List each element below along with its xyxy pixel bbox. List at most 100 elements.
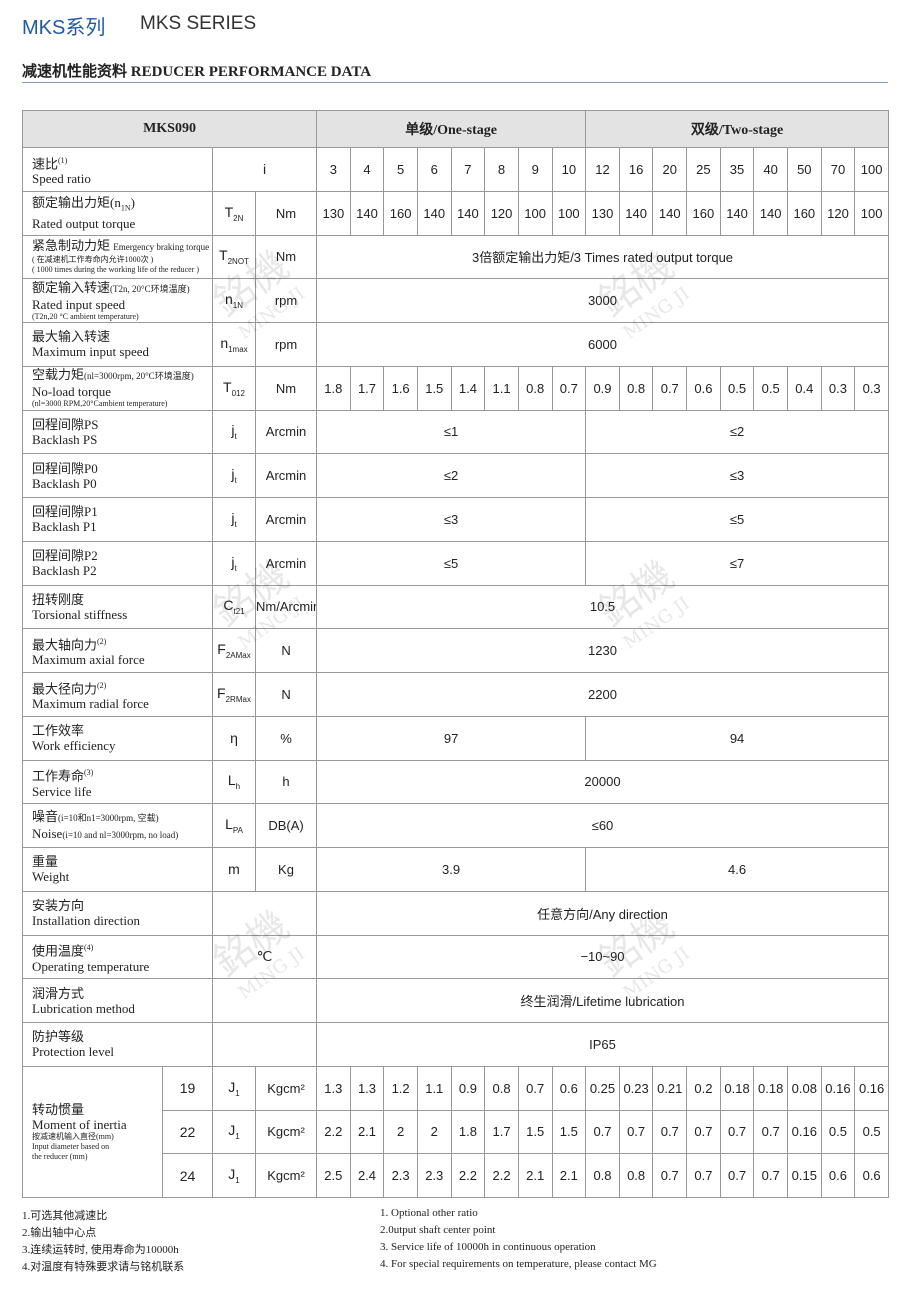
unit: N [254,628,318,673]
symbol: F2RMax [212,672,256,717]
value: ≤2 [316,453,587,498]
name-line: 额定输出力矩(n1N) [32,195,212,216]
unit: Nm/Arcmin [254,584,318,630]
value: 70 [820,147,856,192]
symbol-sub: t [234,563,237,573]
symbol-text: L [227,772,236,789]
unit: Kgcm² [254,1065,318,1111]
unit: rpm [254,278,318,323]
value: 0.7 [686,1153,721,1198]
unit: rpm [254,322,318,367]
value: 6000 [316,322,889,367]
name-text: (1) [58,155,68,165]
value: ≤7 [585,540,889,586]
data-row: 空载力矩(nl=3000rpm, 20°C环境温度) No-load torque… [22,365,889,411]
symbol: LPA [212,803,256,848]
row-name: 使用温度(4) Operating temperature [22,934,213,980]
data-row: 紧急制动力矩 Emergency braking torque( 在减速机工作寿… [22,234,889,280]
value: 0.9 [585,365,620,411]
unit: Nm [254,190,318,236]
value: 1230 [316,628,889,673]
symbol-text: i [262,161,267,178]
name-text: Rated output torque [32,215,136,231]
name-text: 工作效率 [32,723,85,739]
data-row: 回程间隙P1 Backlash P1 jt Arcmin ≤3 ≤5 [22,497,889,542]
note-cn: 1.可选其他减速比 [22,1210,108,1222]
unit: Nm [254,234,318,280]
value: 140 [618,190,654,236]
value: 2.2 [316,1109,351,1155]
symbol-text: η [230,730,238,747]
unit: Arcmin [254,540,318,586]
value: 0.5 [753,365,788,411]
name-text: Backlash PS [32,431,98,447]
two-stage-header: 双级/Two-stage [585,110,889,148]
name-line: 回程间隙PS [32,417,212,432]
value: ≤3 [316,497,587,542]
note-en: 3. Service life of 10000h in continuous … [380,1241,596,1253]
data-row: 额定输出力矩(n1N) Rated output torque T2N Nm 130 14… [22,190,889,236]
symbol: n1max [212,322,256,367]
name-text: ( 在减速机工作寿命内允许1000次 ) [32,255,154,265]
name-text: 重量 [32,854,59,870]
symbol-text: T [219,247,228,264]
name-line: Work efficiency [32,738,212,753]
value: 3.9 [316,847,587,892]
data-row: 额定输入转速(T2n, 20°C环境温度) Rated input speed (T… [22,278,889,323]
name-line: 安装方向 [32,898,212,913]
value: 2.1 [551,1153,587,1198]
symbol: J1 [212,1153,256,1198]
name-text: (nl=3000rpm, 20°C环境温度) [84,371,194,382]
row-name: 紧急制动力矩 Emergency braking torque( 在减速机工作寿… [22,234,213,280]
value: 0.21 [652,1065,688,1111]
data-row: 重量 Weight m Kg 3.9 4.6 [22,847,889,892]
name-text: (i=10和n1=3000rpm, 空载) [58,812,159,823]
name-text: Emergency braking torque [113,242,210,253]
name-text: ( 1000 times during the working life of … [32,265,200,275]
value: ≤1 [316,409,587,455]
name-text: Maximum input speed [32,344,149,360]
name-text: 扭转刚度 [32,591,85,607]
value: 1.7 [349,365,385,411]
value: 50 [787,147,822,192]
value: 2.2 [484,1153,519,1198]
value: 终生润滑/Lifetime lubrication [316,978,889,1023]
symbol-text: n [224,291,233,308]
value: 0.16 [787,1109,822,1155]
symbol-text: j [231,466,235,483]
data-row: 润滑方式 Lubrication method 终生润滑/Lifetime lubr… [22,978,889,1023]
value: 0.9 [450,1065,486,1111]
name-text: 工作寿命 [32,768,85,784]
value: 0.8 [484,1065,519,1111]
symbol: T2N [212,190,256,236]
note-cn: 2.输出轴中心点 [22,1227,97,1239]
name-line: Moment of inertia [32,1117,162,1132]
row-name: 润滑方式 Lubrication method [22,978,213,1023]
name-line: Lubrication method [32,1001,212,1016]
model: MKS090 [21,110,318,148]
unit: DB(A) [254,803,318,848]
value: 10.5 [316,584,889,630]
name-line: 最大轴向力(2) [32,634,212,652]
name-line: Speed ratio [32,171,212,186]
name-line: Backlash P0 [32,476,212,491]
name-line: 空载力矩(nl=3000rpm, 20°C环境温度) [32,367,212,384]
symbol-sub: 1N [232,301,244,311]
name-line: 回程间隙P0 [32,461,212,476]
data-row: 工作效率 Work efficiency η% 97 94 [22,715,889,761]
name-text: 回程间隙PS [32,416,99,432]
symbol: F2AMax [212,628,256,673]
name-line: Backlash PS [32,432,212,447]
name-line: 紧急制动力矩 Emergency braking torque [32,238,212,255]
name-text: Maximum radial force [32,696,149,712]
note-en: 2.0utput shaft center point [380,1224,496,1236]
name-text: Backlash P2 [32,563,97,579]
symbol [211,978,318,1023]
value: 6 [416,147,452,192]
value: 0.18 [753,1065,788,1111]
value: 0.5 [719,365,755,411]
data-row: 最大径向力(2) Maximum radial force F2RMax N 2200 [22,672,889,717]
value: 0.2 [686,1065,721,1111]
value: 2.1 [517,1153,553,1198]
one-stage-header: 单级/One-stage [316,110,587,148]
